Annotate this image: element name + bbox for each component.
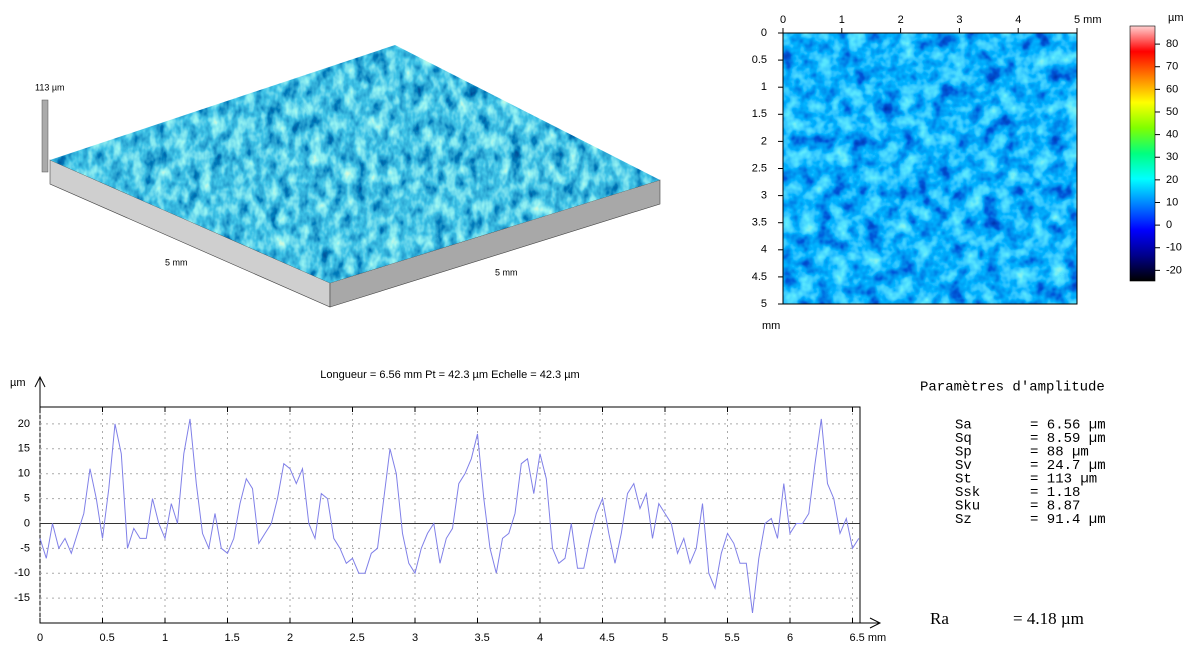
ra-name: Ra [930,609,949,628]
arrow-head [869,617,882,629]
param-value: = 6.56 µm [1030,418,1106,434]
param-value: = 113 µm [1030,472,1097,488]
y-tick-label: -10 [14,567,30,579]
param-value: = 8.87 [1030,499,1080,515]
ra-value: = 4.18 µm [1013,609,1084,628]
colorbar-tick-label: 50 [1166,106,1178,118]
x-tick-label: 2 [287,632,293,644]
heatmap: mm µm [762,12,1184,332]
plot-frame [39,406,861,624]
y-tick-label: 5 [761,298,767,310]
param-value: = 24.7 µm [1030,458,1106,474]
y-tick-label: 20 [18,418,30,430]
x-tick-label: 4 [1015,14,1021,26]
param-value: = 1.18 [1030,485,1080,501]
x-tick-label: 1 [162,632,168,644]
surface-3d: 113 µm 5 mm 5 mm [35,45,661,308]
z-scale-bar [41,99,49,173]
y-tick-label: 15 [18,443,30,455]
param-name: Sz [955,512,972,528]
colorbar-tick-label: 20 [1166,174,1178,186]
colorbar-tick-label: 60 [1166,83,1178,95]
x-tick-label: 5 [662,632,668,644]
x-tick-label: 6.5 mm [850,632,887,644]
y-tick-label: 2 [761,135,767,147]
param-name: Sp [955,445,972,461]
profile-line [39,418,860,614]
y-tick-label: 4 [761,244,767,256]
y-tick-label: 1.5 [752,108,767,120]
y-tick-label: 3.5 [752,217,767,229]
y-tick-label: -15 [14,592,30,604]
param-name: Ssk [955,485,980,501]
colorbar-tick-label: -20 [1166,264,1182,276]
colorbar-tick-label: 30 [1166,151,1178,163]
surface-texture [50,45,660,283]
param-value: = 91.4 µm [1030,512,1106,528]
parameters-title: Paramètres d'amplitude [920,380,1105,396]
colorbar-tick-label: -10 [1166,242,1182,254]
x-label: 5 mm [165,257,188,267]
param-value: = 88 µm [1030,445,1089,461]
x-tick-label: 5.5 [725,632,740,644]
colorbar-tick-label: 40 [1166,129,1178,141]
x-tick-label: 5 mm [1074,14,1102,26]
y-axis-label: mm [762,320,780,332]
param-name: Sku [955,499,980,515]
colorbar [1129,25,1156,282]
x-tick-label: 0 [37,632,43,644]
y-tick-label: 1 [761,81,767,93]
x-tick-label: 3.5 [475,632,490,644]
param-name: Sv [955,458,972,474]
y-tick-label: 0.5 [752,54,767,66]
x-tick-label: 4.5 [600,632,615,644]
y-tick-label: 0 [761,27,767,39]
param-name: Sa [955,418,972,434]
colorbar-tick-label: 0 [1166,219,1172,231]
x-tick-label: 4 [537,632,543,644]
y-tick-label: 4.5 [752,271,767,283]
x-tick-label: 3 [956,14,962,26]
x-tick-label: 1 [839,14,845,26]
y-tick-label: 5 [24,492,30,504]
y-axis-label: µm [10,377,26,389]
param-name: St [955,472,972,488]
chart-title: Longueur = 6.56 mm Pt = 42.3 µm Echelle … [320,369,579,381]
y-tick-label: 10 [18,468,30,480]
x-tick-label: 3 [412,632,418,644]
y-tick-label: 0 [24,517,30,529]
y-label: 5 mm [495,267,518,277]
z-label: 113 µm [35,82,65,92]
colorbar-label: µm [1168,12,1184,24]
colorbar-tick-label: 10 [1166,196,1178,208]
y-tick-label: -5 [20,542,30,554]
colorbar-tick-label: 70 [1166,61,1178,73]
x-tick-label: 0.5 [100,632,115,644]
y-tick-label: 3 [761,190,767,202]
colorbar-tick-label: 80 [1166,38,1178,50]
parameters: Paramètres d'amplitude Ra = 4.18 µm Sa = … [920,380,1106,628]
x-tick-label: 1.5 [225,632,240,644]
y-tick-label: 2.5 [752,162,767,174]
param-value: = 8.59 µm [1030,431,1106,447]
x-tick-label: 2 [898,14,904,26]
x-tick-label: 6 [787,632,793,644]
arrow-head [34,375,46,388]
param-name: Sq [955,431,972,447]
x-tick-label: 2.5 [350,632,365,644]
x-tick-label: 0 [780,14,786,26]
heatmap-texture [783,33,1077,304]
